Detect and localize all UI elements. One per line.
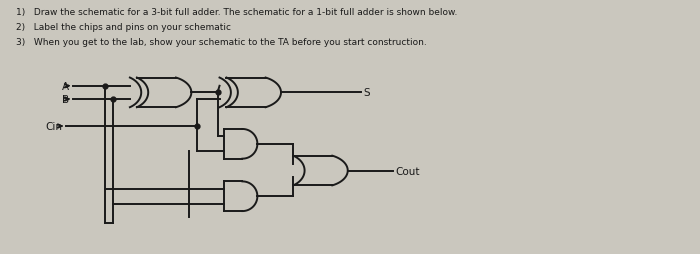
Text: S: S xyxy=(364,88,370,98)
Text: 2)   Label the chips and pins on your schematic: 2) Label the chips and pins on your sche… xyxy=(16,23,231,32)
Text: Cin: Cin xyxy=(45,121,62,132)
Text: B: B xyxy=(62,94,69,105)
Text: Cout: Cout xyxy=(395,166,420,176)
Text: 1)   Draw the schematic for a 3-bit full adder. The schematic for a 1-bit full a: 1) Draw the schematic for a 3-bit full a… xyxy=(16,8,458,17)
Text: A: A xyxy=(62,82,69,91)
Text: 3)   When you get to the lab, show your schematic to the TA before you start con: 3) When you get to the lab, show your sc… xyxy=(16,38,427,47)
